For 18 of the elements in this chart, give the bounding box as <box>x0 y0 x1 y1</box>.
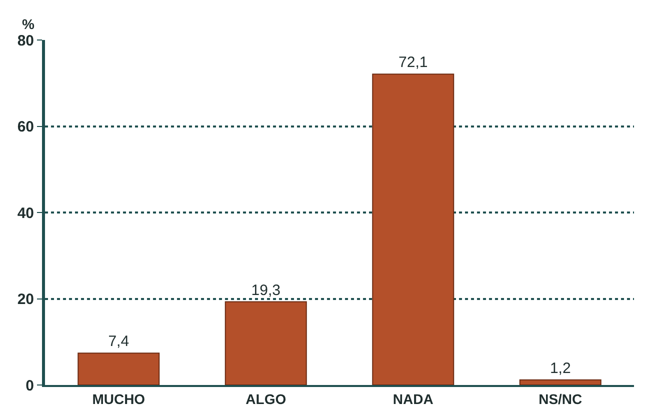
x-tick-label: NS/NC <box>538 390 582 407</box>
x-tick-label: ALGO <box>246 390 286 407</box>
y-tick-label: 40 <box>17 204 34 222</box>
y-tick-label: 20 <box>17 291 34 308</box>
y-tick-label: 0 <box>26 377 34 394</box>
bar <box>224 301 307 385</box>
data-label: 7,4 <box>108 333 130 350</box>
bar <box>78 352 160 385</box>
bar <box>519 379 602 385</box>
x-tick-label: MUCHO <box>92 390 146 407</box>
bar <box>372 74 454 385</box>
data-label: 19,3 <box>251 282 280 299</box>
y-tick-label: 60 <box>17 118 34 136</box>
x-tick-label: NADA <box>392 390 434 407</box>
y-axis-title: % <box>22 16 35 32</box>
data-label: 72,1 <box>398 54 428 72</box>
y-tick-label: 80 <box>17 32 34 50</box>
data-label: 1,2 <box>550 360 571 377</box>
